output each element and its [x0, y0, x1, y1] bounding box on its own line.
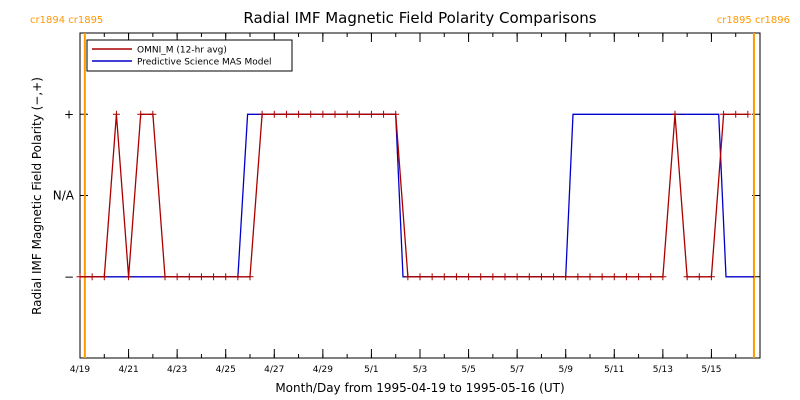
data-point-marker [501, 273, 509, 281]
x-tick-label: 5/15 [701, 365, 721, 375]
legend-box [86, 39, 293, 72]
x-tick-label: 5/13 [653, 365, 673, 375]
x-tick-label: 5/5 [461, 365, 475, 375]
x-tick-label: 4/21 [118, 365, 138, 375]
data-point-marker [732, 110, 740, 118]
x-tick-label: 4/23 [167, 365, 187, 375]
carrington-label-right: cr1895 cr1896 [717, 15, 790, 26]
data-point-marker [574, 273, 582, 281]
x-axis-label: Month/Day from 1995-04-19 to 1995-05-16 … [275, 381, 564, 395]
data-point-marker [537, 273, 545, 281]
data-point-marker [88, 273, 96, 281]
data-point-marker [489, 273, 497, 281]
data-point-marker [161, 273, 169, 281]
x-axis-ticks: 4/19 4/21 4/23 4/25 4/27 4/29 5/1 5/3 5/5 5/7 5/9 5… [70, 33, 761, 375]
data-point-marker [647, 273, 655, 281]
x-tick-label: 5/11 [604, 365, 624, 375]
data-point-marker [550, 273, 558, 281]
data-point-marker [683, 273, 691, 281]
data-point-marker [452, 273, 460, 281]
data-point-marker [282, 110, 290, 118]
data-point-marker [246, 273, 254, 281]
data-point-marker [307, 110, 315, 118]
data-point-marker [112, 110, 120, 118]
y-axis-label: Radial IMF Magnetic Field Polarity (−,+) [30, 77, 44, 315]
data-point-marker [210, 273, 218, 281]
x-tick-label: 4/29 [313, 365, 333, 375]
x-tick-label: 4/25 [216, 365, 236, 375]
chart-title: Radial IMF Magnetic Field Polarity Compa… [243, 9, 596, 27]
data-point-marker [720, 110, 728, 118]
x-tick-label: 4/19 [70, 365, 90, 375]
y-tick-label: + [64, 107, 74, 121]
series-group [76, 110, 754, 281]
x-tick-label: 5/7 [510, 365, 524, 375]
data-point-marker [428, 273, 436, 281]
data-point-marker [197, 273, 205, 281]
data-point-marker [185, 273, 193, 281]
data-point-marker [477, 273, 485, 281]
data-point-marker [343, 110, 351, 118]
data-point-marker [270, 110, 278, 118]
data-point-marker [598, 273, 606, 281]
data-point-marker [440, 273, 448, 281]
x-tick-label: 5/3 [413, 365, 427, 375]
data-point-marker [562, 273, 570, 281]
data-point-marker [392, 110, 400, 118]
data-point-marker [513, 273, 521, 281]
data-point-marker [173, 273, 181, 281]
carrington-markers [83, 33, 755, 358]
data-point-marker [258, 110, 266, 118]
data-point-marker [695, 273, 703, 281]
data-point-marker [355, 110, 363, 118]
data-point-marker [622, 273, 630, 281]
data-point-marker [659, 273, 667, 281]
data-point-marker [234, 273, 242, 281]
data-point-marker [331, 110, 339, 118]
y-tick-label: − [64, 270, 74, 284]
data-point-marker [671, 110, 679, 118]
data-point-marker [610, 273, 618, 281]
data-point-marker [525, 273, 533, 281]
data-point-marker [586, 273, 594, 281]
data-point-marker [295, 110, 303, 118]
data-point-marker [76, 273, 84, 281]
data-point-marker [744, 110, 752, 118]
data-point-marker [367, 110, 375, 118]
data-point-marker [125, 273, 133, 281]
x-tick-label: 5/9 [558, 365, 573, 375]
data-point-marker [222, 273, 230, 281]
carrington-label-left: cr1894 cr1895 [30, 15, 103, 26]
data-point-marker [149, 110, 157, 118]
data-point-marker [319, 110, 327, 118]
data-point-marker [465, 273, 473, 281]
data-point-marker [707, 273, 715, 281]
data-point-marker [404, 273, 412, 281]
data-point-marker [137, 110, 145, 118]
data-point-marker [380, 110, 388, 118]
y-tick-label: N/A [53, 189, 75, 203]
legend: OMNI_M (12-hr avg) Predictive Science MAS… [86, 39, 293, 72]
data-point-marker [635, 273, 643, 281]
data-point-marker [416, 273, 424, 281]
data-point-marker [100, 273, 108, 281]
legend-entry-label: Predictive Science MAS Model [137, 58, 272, 68]
x-tick-label: 4/27 [264, 365, 284, 375]
legend-entry-label: OMNI_M (12-hr avg) [137, 46, 227, 56]
x-tick-label: 5/1 [364, 365, 378, 375]
